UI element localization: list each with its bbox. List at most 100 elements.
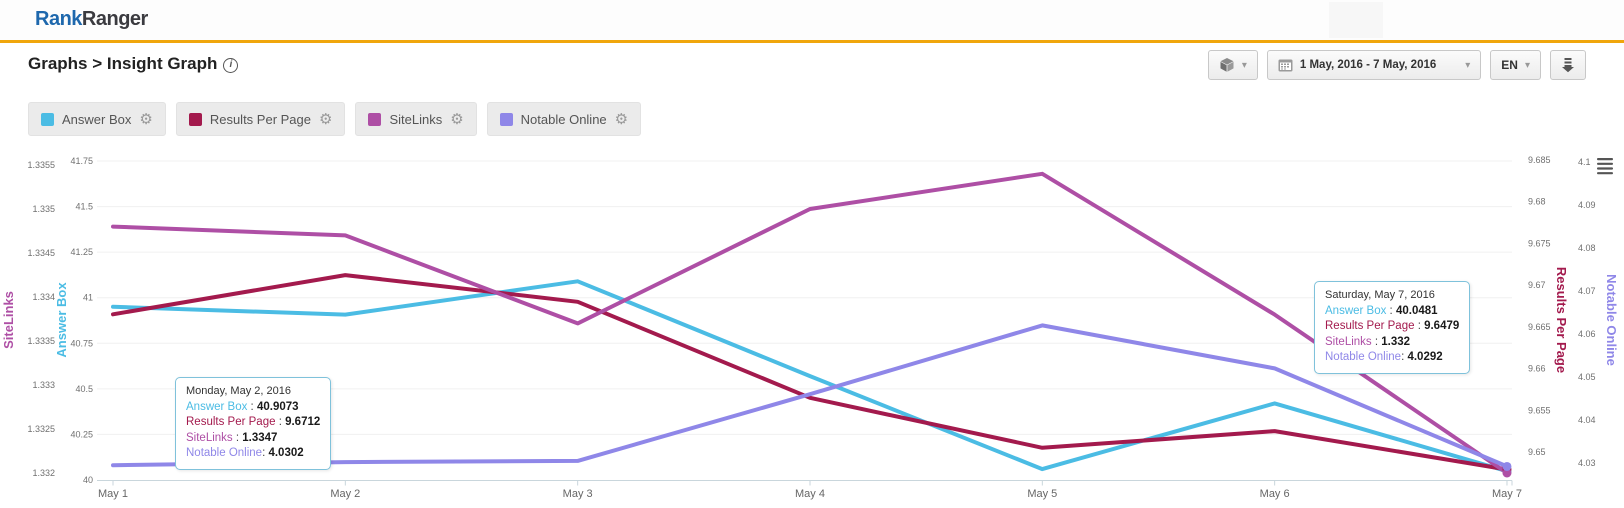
x-axis-label: May 2 xyxy=(330,488,360,500)
notable-online-tick-label: 4.1 xyxy=(1578,157,1591,167)
insight-graph-chart: May 1 May 2 May 3 May 4 May 5 May 6 May 7 1.335… xyxy=(1,155,1619,500)
download-button[interactable] xyxy=(1550,50,1586,80)
answer-box-axis-title: Answer Box xyxy=(54,282,69,358)
answer-box-tick-label: 41.25 xyxy=(70,247,93,257)
breadcrumb: Graphs > Insight Graph i xyxy=(28,54,239,74)
legend-label: Results Per Page xyxy=(209,111,311,127)
notable-online-tick-label: 4.06 xyxy=(1578,329,1596,339)
chevron-down-icon: ▾ xyxy=(1524,59,1530,71)
language-label: EN xyxy=(1501,58,1518,72)
sitelinks-tick-label: 1.3325 xyxy=(27,424,55,434)
answer-box-tick-label: 40.5 xyxy=(75,384,93,394)
notable-online-tick-label: 4.05 xyxy=(1578,372,1596,382)
results-per-page-swatch xyxy=(188,112,202,126)
legend-chip-answer-box[interactable]: Answer Box ⚙ xyxy=(28,102,166,136)
chart-menu-icon[interactable] xyxy=(1597,167,1613,170)
language-selector[interactable]: EN ▾ xyxy=(1490,50,1541,80)
download-icon xyxy=(1562,58,1574,73)
results-per-page-tick-label: 9.675 xyxy=(1528,238,1551,248)
cube-icon xyxy=(1220,58,1234,72)
top-header-bar: RankRanger xyxy=(0,0,1624,40)
results-per-page-tick-label: 9.665 xyxy=(1528,322,1551,332)
legend-label: Notable Online xyxy=(520,111,607,127)
gear-icon[interactable]: ⚙ xyxy=(450,110,464,128)
legend-chip-notable-online[interactable]: Notable Online ⚙ xyxy=(486,102,642,136)
results-per-page-tick-label: 9.67 xyxy=(1528,280,1546,290)
results-per-page-tick-label: 9.655 xyxy=(1528,405,1551,415)
sitelinks-tick-label: 1.333 xyxy=(32,380,55,390)
results-per-page-tick-label: 9.65 xyxy=(1528,447,1546,457)
header-right-panel xyxy=(1329,2,1383,38)
date-range-label: 1 May, 2016 - 7 May, 2016 xyxy=(1299,59,1437,71)
results-per-page-tick-label: 9.68 xyxy=(1528,197,1546,207)
tooltip-row: Notable Online: 4.0292 xyxy=(1325,351,1443,363)
answer-box-tick-label: 41.5 xyxy=(75,202,93,212)
date-range-picker[interactable]: 1 May, 2016 - 7 May, 2016 ▾ xyxy=(1266,50,1482,80)
x-axis-label: May 6 xyxy=(1260,488,1290,500)
notable-online-swatch xyxy=(499,112,513,126)
chart-menu-icon[interactable] xyxy=(1597,172,1613,175)
page-title: Graphs > Insight Graph xyxy=(28,54,218,73)
sitelinks-line[interactable] xyxy=(111,171,1509,475)
answer-box-line[interactable] xyxy=(111,279,1509,474)
legend-label: SiteLinks xyxy=(389,111,443,127)
notable-online-tick-label: 4.07 xyxy=(1578,286,1596,296)
notable-online-line[interactable] xyxy=(111,323,1509,469)
sitelinks-swatch xyxy=(368,112,382,126)
widget-menu-button[interactable]: ▾ xyxy=(1207,50,1258,80)
gear-icon[interactable]: ⚙ xyxy=(319,110,333,128)
info-icon[interactable]: i xyxy=(223,58,239,73)
x-axis-label: May 7 xyxy=(1492,488,1522,500)
chevron-down-icon: ▾ xyxy=(1465,59,1471,71)
results-per-page-tick-label: 9.685 xyxy=(1528,155,1551,165)
logo-text-ranger: Ranger xyxy=(81,8,148,30)
results-per-page-line[interactable] xyxy=(111,273,1509,472)
tooltip-date: Saturday, May 7, 2016 xyxy=(1325,289,1435,301)
toolbar-controls: ▾ 1 May, 2016 - 7 May, 2016 ▾ EN ▾ xyxy=(1207,50,1586,80)
legend-chip-results-per-page[interactable]: Results Per Page ⚙ xyxy=(175,102,346,136)
gear-icon[interactable]: ⚙ xyxy=(139,110,153,128)
sitelinks-end-marker[interactable] xyxy=(1502,468,1512,478)
tooltip-date: Monday, May 2, 2016 xyxy=(186,385,291,397)
notable-online-tick-label: 4.03 xyxy=(1578,458,1596,468)
answer-box-tick-label: 40.25 xyxy=(70,429,93,439)
chart-menu-icon[interactable] xyxy=(1597,158,1613,161)
brand-accent-rule xyxy=(0,40,1624,43)
chart-area: May 1 May 2 May 3 May 4 May 5 May 6 May 7 1.335… xyxy=(0,145,1624,503)
tooltip-row: Answer Box : 40.0481 xyxy=(1325,304,1438,317)
app-logo[interactable]: RankRanger xyxy=(35,8,148,31)
tooltip-row: Results Per Page : 9.6712 xyxy=(186,416,321,428)
answer-box-tick-label: 41.75 xyxy=(70,156,93,166)
notable-online-axis-title: Notable Online xyxy=(1604,274,1619,366)
notable-online-end-marker[interactable] xyxy=(1502,461,1512,471)
tooltip-row: Notable Online: 4.0302 xyxy=(186,447,304,459)
answer-box-tick-label: 41 xyxy=(83,293,93,303)
gear-icon[interactable]: ⚙ xyxy=(614,110,629,128)
x-axis-label: May 3 xyxy=(563,488,593,500)
answer-box-tick-label: 40.75 xyxy=(70,338,93,348)
sitelinks-tick-label: 1.3345 xyxy=(27,248,55,258)
notable-online-tick-label: 4.08 xyxy=(1578,243,1596,253)
tooltip-row: SiteLinks : 1.3347 xyxy=(186,431,278,444)
chart-menu-icon[interactable] xyxy=(1597,162,1613,165)
x-axis-label: May 5 xyxy=(1027,488,1057,500)
chart-tooltip-may2: Monday, May 2, 2016 Answer Box : 40.9073… xyxy=(175,377,332,470)
sitelinks-tick-label: 1.3355 xyxy=(27,160,55,170)
calendar-icon xyxy=(1278,59,1293,72)
chart-tooltip-may7: Saturday, May 7, 2016 Answer Box : 40.04… xyxy=(1314,281,1471,374)
legend-label: Answer Box xyxy=(62,111,132,127)
sitelinks-tick-label: 1.335 xyxy=(32,204,55,214)
sitelinks-tick-label: 1.332 xyxy=(32,468,55,478)
tooltip-row: Answer Box : 40.9073 xyxy=(186,400,299,413)
sitelinks-tick-label: 1.334 xyxy=(32,292,55,302)
x-axis-label: May 4 xyxy=(795,488,825,500)
results-per-page-tick-label: 9.66 xyxy=(1528,364,1546,374)
tooltip-row: SiteLinks : 1.332 xyxy=(1325,335,1411,348)
sitelinks-tick-label: 1.3335 xyxy=(27,336,55,346)
results-per-page-axis-title: Results Per Page xyxy=(1554,267,1569,373)
answer-box-tick-label: 40 xyxy=(83,475,93,485)
notable-online-tick-label: 4.09 xyxy=(1578,200,1596,210)
chevron-down-icon: ▾ xyxy=(1241,59,1247,71)
tooltip-row: Results Per Page : 9.6479 xyxy=(1325,320,1460,332)
legend-chip-sitelinks[interactable]: SiteLinks ⚙ xyxy=(355,102,477,136)
